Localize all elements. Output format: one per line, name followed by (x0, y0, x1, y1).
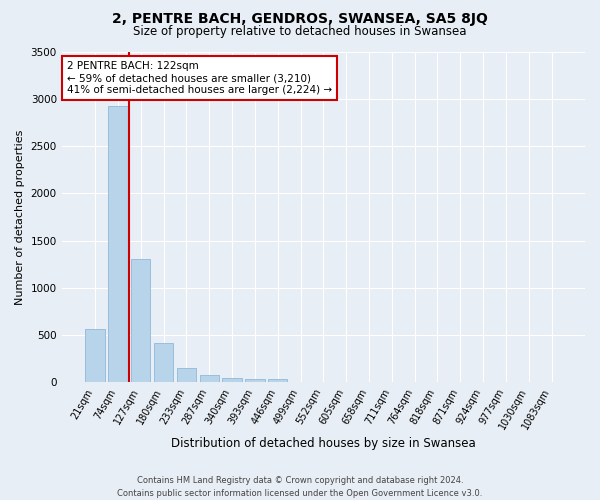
Text: Contains HM Land Registry data © Crown copyright and database right 2024.
Contai: Contains HM Land Registry data © Crown c… (118, 476, 482, 498)
Y-axis label: Number of detached properties: Number of detached properties (15, 130, 25, 304)
X-axis label: Distribution of detached houses by size in Swansea: Distribution of detached houses by size … (171, 437, 476, 450)
Bar (268, 379, 287, 382)
Bar (177, 368, 196, 382)
Bar (85, 330, 105, 382)
Bar (200, 376, 219, 382)
Bar (154, 343, 173, 382)
Bar (245, 378, 265, 382)
Bar (223, 378, 242, 382)
Bar (131, 258, 151, 382)
Text: Size of property relative to detached houses in Swansea: Size of property relative to detached ho… (133, 25, 467, 38)
Text: 2 PENTRE BACH: 122sqm
← 59% of detached houses are smaller (3,210)
41% of semi-d: 2 PENTRE BACH: 122sqm ← 59% of detached … (67, 62, 332, 94)
Bar (108, 106, 128, 382)
Text: 2, PENTRE BACH, GENDROS, SWANSEA, SA5 8JQ: 2, PENTRE BACH, GENDROS, SWANSEA, SA5 8J… (112, 12, 488, 26)
